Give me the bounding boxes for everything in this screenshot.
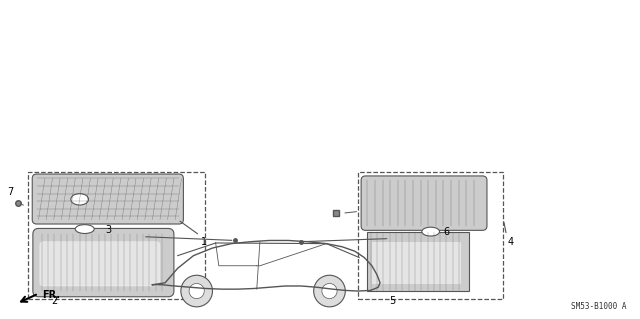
Bar [358, 172, 504, 299]
Text: 7: 7 [7, 188, 13, 197]
Text: 5: 5 [390, 296, 396, 306]
Circle shape [189, 284, 204, 299]
Text: 2: 2 [51, 296, 58, 306]
FancyBboxPatch shape [40, 242, 160, 286]
Text: SM53-B1000 A: SM53-B1000 A [572, 302, 627, 311]
FancyBboxPatch shape [33, 228, 174, 297]
FancyBboxPatch shape [361, 176, 487, 230]
Bar [28, 172, 205, 299]
Circle shape [322, 284, 337, 299]
Text: 6: 6 [444, 226, 449, 237]
FancyBboxPatch shape [32, 174, 184, 224]
Circle shape [181, 275, 212, 307]
Ellipse shape [422, 227, 440, 236]
Bar [372, 242, 460, 283]
Ellipse shape [76, 225, 94, 234]
Ellipse shape [71, 194, 88, 205]
Text: FR.: FR. [42, 290, 60, 300]
Text: 4: 4 [508, 237, 514, 247]
Text: 3: 3 [105, 225, 111, 235]
Text: 1: 1 [201, 237, 207, 247]
Polygon shape [367, 232, 468, 291]
Circle shape [314, 275, 346, 307]
